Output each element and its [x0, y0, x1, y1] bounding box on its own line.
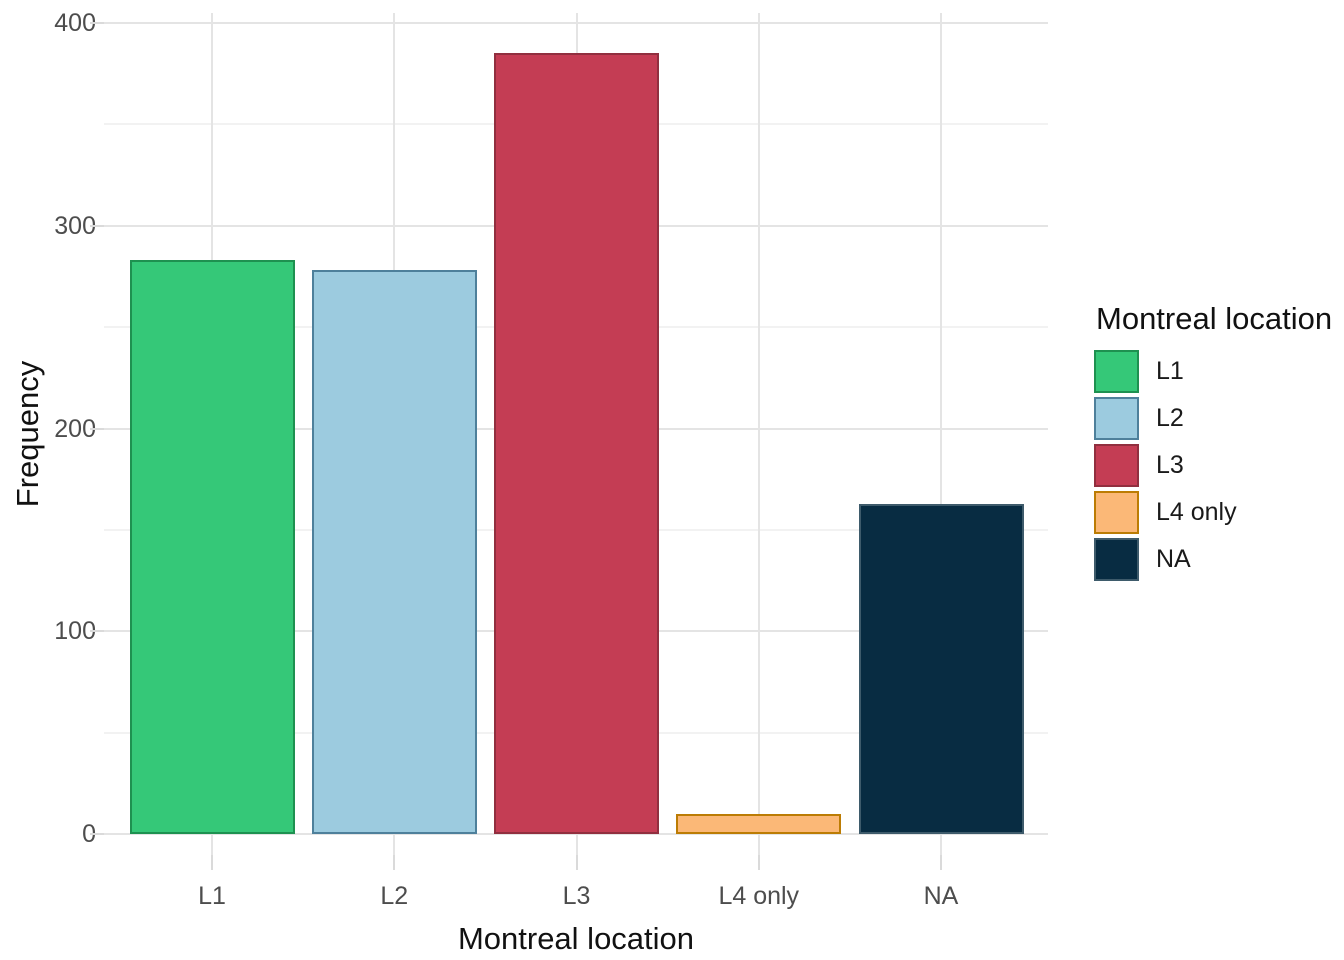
x-tick-label-L2: L2	[380, 882, 409, 910]
legend-item-l1: L1	[1094, 350, 1332, 393]
y-tick-400	[90, 22, 104, 24]
x-tick-label-L1: L1	[198, 882, 226, 910]
y-tick-label-400: 400	[54, 9, 96, 37]
x-tick-L2	[393, 855, 396, 870]
gridline-major-x-4	[940, 13, 942, 855]
x-tick-label-NA: NA	[923, 882, 959, 910]
legend-item-l4-only: L4 only	[1094, 491, 1332, 534]
legend-title: Montreal location	[1096, 301, 1333, 336]
legend-label-l2: L2	[1156, 404, 1184, 432]
legend-item-l3: L3	[1094, 444, 1332, 487]
y-tick-0	[90, 833, 104, 835]
x-tick-L3	[575, 855, 578, 870]
legend-swatch-l3	[1094, 444, 1139, 487]
bar-l4-only	[676, 814, 842, 834]
gridline-major-x-3	[757, 13, 760, 855]
x-tick-NA	[940, 855, 942, 870]
x-tick-label-L4-only: L4 only	[718, 882, 800, 910]
legend-swatch-l1	[1094, 350, 1139, 393]
legend-label-l3: L3	[1156, 451, 1184, 479]
x-axis-title: Montreal location	[457, 921, 695, 956]
x-tick-label-L3: L3	[562, 882, 591, 910]
legend-item-na: NA	[1094, 538, 1332, 581]
y-tick-label-200: 200	[54, 414, 96, 443]
y-tick-200	[90, 427, 104, 430]
plot-panel	[104, 13, 1048, 855]
bar-l2	[311, 270, 477, 834]
y-tick-label-0: 0	[26, 821, 96, 847]
bar-l3	[494, 53, 659, 834]
y-axis-title: Frequency	[10, 360, 45, 508]
y-tick-label-300: 300	[54, 211, 96, 240]
legend-label-na: NA	[1156, 545, 1191, 573]
legend-swatch-l4-only	[1094, 491, 1139, 534]
y-tick-300	[90, 224, 104, 227]
y-tick-100	[90, 630, 104, 633]
legend-label-l4-only: L4 only	[1156, 498, 1237, 526]
legend-swatch-l2	[1094, 397, 1139, 440]
legend-swatch-na	[1094, 538, 1139, 581]
bar-l1	[129, 260, 295, 834]
x-tick-L4-only	[757, 855, 760, 870]
x-tick-L1	[211, 855, 213, 870]
legend: Montreal location L1 L2 L3 L4 only NA	[1094, 301, 1332, 585]
bar-na	[858, 504, 1024, 834]
y-tick-label-100: 100	[54, 617, 96, 646]
legend-label-l1: L1	[1156, 357, 1184, 385]
legend-item-l2: L2	[1094, 397, 1332, 440]
legend-items: L1 L2 L3 L4 only NA	[1094, 350, 1332, 581]
